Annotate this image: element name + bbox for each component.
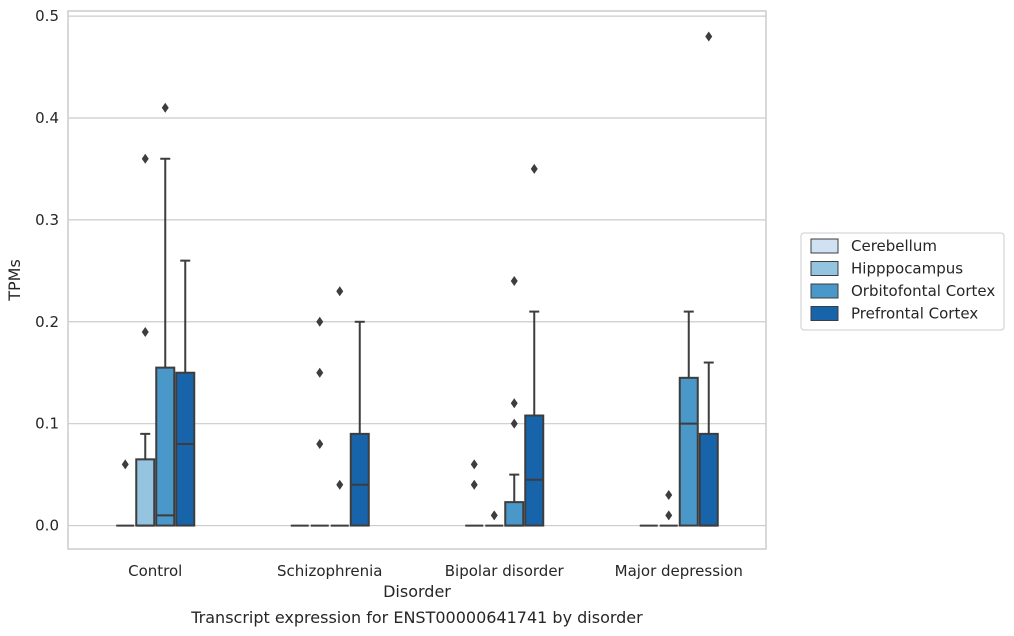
- legend-label: Prefrontal Cortex: [851, 305, 978, 323]
- chart-caption: Transcript expression for ENST0000064174…: [190, 608, 643, 627]
- box-prefrontal-cortex: [698, 31, 719, 527]
- outlier-point: [336, 479, 344, 490]
- box-cerebellum: [116, 459, 135, 527]
- outlier-point: [510, 276, 518, 287]
- outlier-point: [316, 316, 324, 327]
- outlier-point: [470, 479, 478, 490]
- x-tick-label: Bipolar disorder: [445, 562, 565, 580]
- y-tick-label: 0.2: [35, 313, 59, 331]
- outlier-point: [665, 510, 673, 521]
- outlier-point: [530, 163, 538, 174]
- box-iqr: [349, 432, 370, 527]
- box-iqr: [504, 501, 525, 527]
- box-orbitofontal-cortex: [330, 286, 349, 527]
- box-prefrontal-cortex: [349, 320, 370, 527]
- y-tick-label: 0.4: [35, 109, 59, 127]
- outlier-point: [141, 153, 149, 164]
- box-iqr: [155, 366, 176, 527]
- outlier-point: [316, 367, 324, 378]
- plot-area-frame: [67, 10, 767, 550]
- legend: Cerebellum Hipppocampus Orbitofontal Corte…: [800, 232, 1005, 331]
- boxes: [116, 31, 719, 527]
- box-hipppocampus: [485, 510, 504, 527]
- legend-label: Orbitofontal Cortex: [851, 282, 995, 300]
- x-tick-label: Major depression: [615, 562, 743, 580]
- outlier-point: [141, 326, 149, 337]
- outlier-point: [665, 489, 673, 500]
- y-tick-label: 0.5: [35, 7, 59, 25]
- outlier-point: [336, 286, 344, 297]
- box-iqr: [678, 376, 699, 527]
- legend-swatch: [810, 238, 839, 254]
- box-orbitofontal-cortex: [678, 310, 699, 527]
- box-orbitofontal-cortex: [504, 276, 525, 527]
- box-hipppocampus: [135, 153, 156, 527]
- outlier-point: [161, 102, 169, 113]
- outlier-point: [316, 439, 324, 450]
- legend-swatch: [810, 306, 839, 321]
- x-tick-label: Schizophrenia: [277, 562, 382, 580]
- box-orbitofontal-cortex: [155, 102, 176, 527]
- outlier-point: [510, 398, 518, 409]
- box-hipppocampus: [659, 489, 678, 527]
- outlier-point: [510, 418, 518, 429]
- legend-label: Cerebellum: [851, 237, 937, 255]
- box-hipppocampus: [310, 316, 329, 527]
- box-cerebellum: [465, 459, 484, 527]
- outlier-point: [121, 459, 129, 470]
- box-iqr: [135, 458, 156, 527]
- y-tick-label: 0.3: [35, 211, 59, 229]
- outlier-point: [490, 510, 498, 521]
- x-tick-label: Control: [128, 562, 182, 580]
- legend-box: [800, 232, 1005, 331]
- legend-swatch: [810, 261, 839, 276]
- y-tick-labels: 0.0 0.1 0.2 0.3 0.4 0.5: [35, 7, 59, 534]
- x-tick-labels: Control Schizophrenia Bipolar disorder Majo…: [128, 562, 743, 580]
- y-tick-label: 0.0: [35, 517, 59, 535]
- y-tick-label: 0.1: [35, 415, 59, 433]
- box-prefrontal-cortex: [175, 259, 196, 527]
- y-axis-label: TPMs: [5, 259, 24, 302]
- box-iqr: [698, 432, 719, 527]
- box-iqr: [175, 371, 196, 527]
- legend-swatch: [810, 283, 839, 299]
- box-prefrontal-cortex: [524, 163, 545, 527]
- legend-label: Hipppocampus: [851, 260, 963, 278]
- outlier-point: [470, 459, 478, 470]
- x-axis-label: Disorder: [383, 582, 451, 601]
- box-iqr: [524, 414, 545, 527]
- outlier-point: [705, 31, 713, 42]
